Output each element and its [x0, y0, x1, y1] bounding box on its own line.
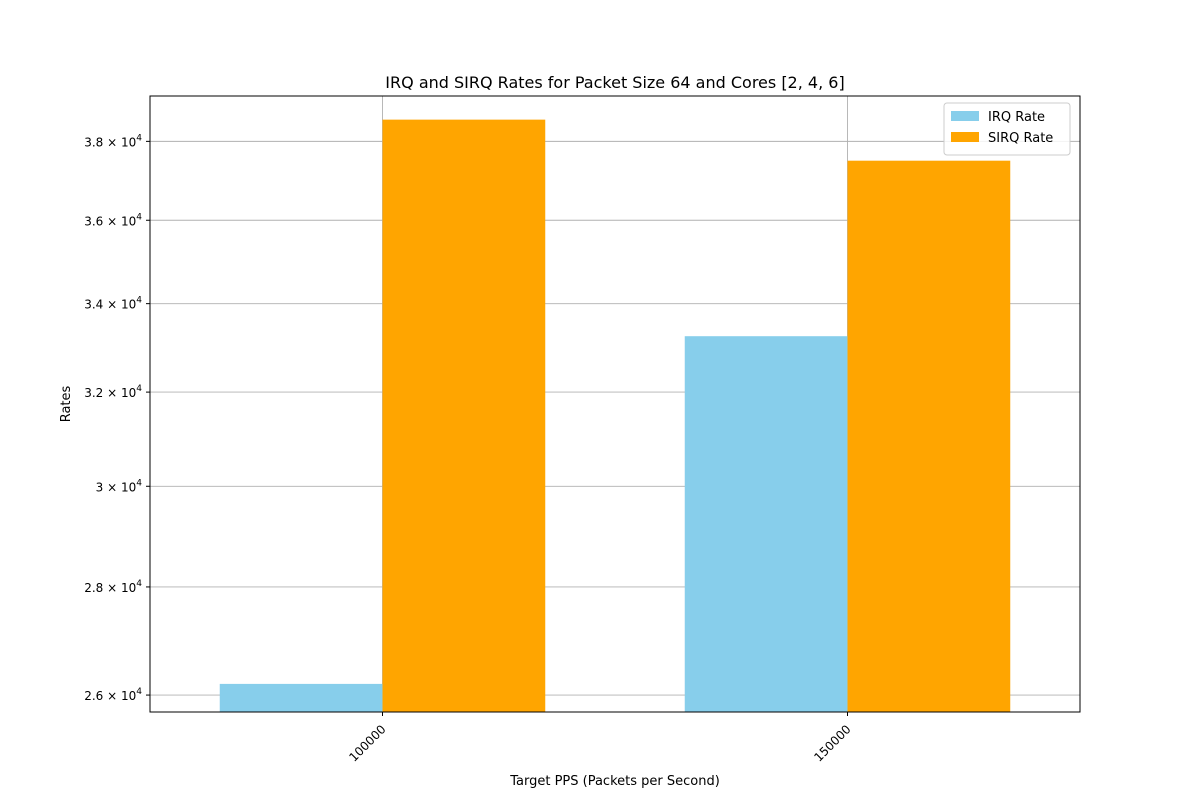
y-tick-label: 2.8 × 104: [84, 579, 142, 595]
x-tick-label: 150000: [811, 722, 853, 764]
y-tick-label: 3.4 × 104: [84, 296, 142, 312]
y-axis-label: Rates: [59, 385, 74, 422]
y-tick-label: 3 × 104: [96, 478, 143, 494]
legend-swatch-irq: [951, 111, 979, 121]
legend-label-irq: IRQ Rate: [988, 110, 1045, 125]
legend-label-sirq: SIRQ Rate: [988, 131, 1053, 146]
legend: IRQ Rate SIRQ Rate: [943, 102, 1071, 156]
y-tick-label: 3.2 × 104: [84, 384, 142, 400]
bar-sirq-100000: [382, 119, 546, 712]
bars: [219, 119, 1011, 712]
bar-irq-150000: [684, 336, 848, 712]
plot-frame: [149, 95, 1081, 713]
bar-sirq-150000: [847, 160, 1011, 712]
legend-swatch-sirq: [951, 132, 979, 142]
y-tick-label: 2.6 × 104: [84, 687, 142, 703]
bar-irq-100000: [219, 683, 383, 712]
x-axis-label: Target PPS (Packets per Second): [509, 774, 720, 789]
chart-title: IRQ and SIRQ Rates for Packet Size 64 an…: [385, 73, 844, 92]
y-tick-label: 3.8 × 104: [84, 133, 142, 149]
y-tick-label: 3.6 × 104: [84, 212, 142, 228]
x-tick-label: 100000: [346, 722, 388, 764]
